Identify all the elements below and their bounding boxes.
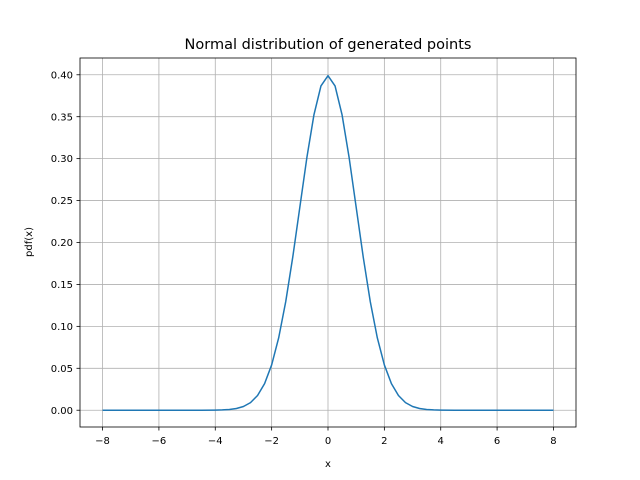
chart-title: Normal distribution of generated points [185, 37, 472, 53]
x-tick-label: −2 [264, 436, 279, 447]
y-tick-label: 0.40 [51, 70, 73, 81]
y-tick-label: 0.20 [51, 238, 73, 249]
y-tick-label: 0.10 [51, 322, 73, 333]
x-tick-label: 6 [494, 436, 500, 447]
x-axis-label: x [325, 459, 331, 470]
y-tick-label: 0.25 [51, 196, 73, 207]
series-line [102, 74, 554, 411]
y-axis-label: pdf(x) [24, 227, 35, 257]
x-axis: −8 −6 −4 −2 0 2 4 6 8 [95, 427, 557, 447]
x-tick-label: −4 [208, 436, 223, 447]
y-tick-label: 0.35 [51, 112, 73, 123]
x-tick-label: 8 [550, 436, 556, 447]
grid [80, 58, 576, 427]
x-tick-label: 4 [438, 436, 444, 447]
x-tick-label: 2 [381, 436, 387, 447]
y-axis: 0.00 0.05 0.10 0.15 0.20 0.25 0.30 0.35 0.40 [51, 70, 80, 417]
x-tick-label: −6 [152, 436, 167, 447]
y-tick-label: 0.30 [51, 154, 73, 165]
y-tick-label: 0.00 [51, 406, 73, 417]
y-tick-label: 0.15 [51, 280, 73, 291]
series-layer [102, 74, 554, 411]
x-tick-label: 0 [325, 436, 331, 447]
y-tick-label: 0.05 [51, 364, 73, 375]
x-tick-label: −8 [95, 436, 110, 447]
